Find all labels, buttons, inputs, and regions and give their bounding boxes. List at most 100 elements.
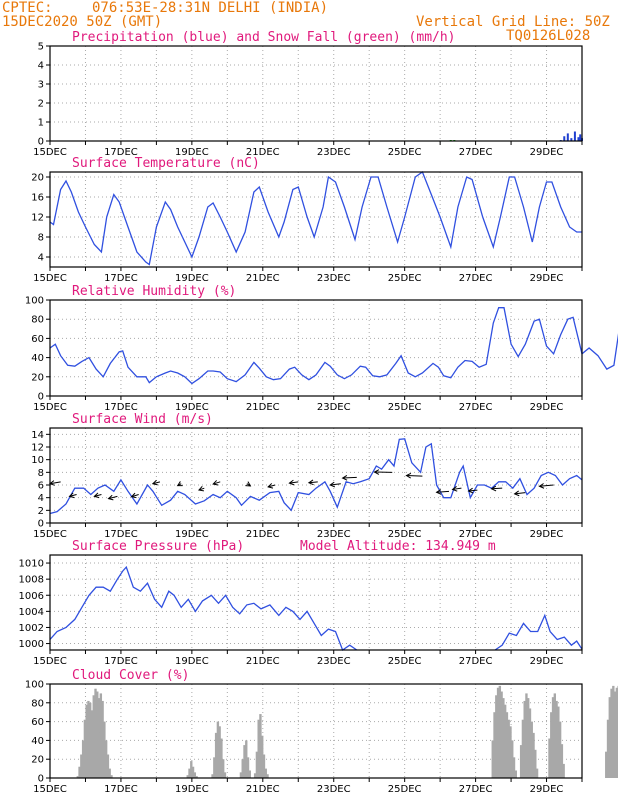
cloud-bar — [558, 721, 562, 778]
wind-arrow-head — [267, 483, 274, 489]
wind-arrow — [405, 472, 423, 479]
x-tick-label: 17DEC — [104, 784, 138, 795]
cloud-bar — [96, 716, 99, 778]
cloud-bar — [245, 740, 248, 778]
cloud-bar — [500, 691, 503, 778]
cloud-bar — [493, 712, 496, 778]
header-code: TQ0126L028 — [506, 28, 591, 44]
cloud-bar — [491, 740, 494, 778]
x-tick-label: 19DEC — [175, 656, 209, 667]
wind-arrow-head — [245, 481, 252, 487]
y-tick-label: 1004 — [19, 607, 44, 618]
x-tick-label: 29DEC — [530, 656, 564, 667]
precip-bar — [563, 136, 566, 141]
wind-arrow-shaft — [212, 481, 221, 485]
wind-arrow-head — [405, 472, 412, 479]
cloud-bar — [612, 685, 615, 778]
panel-frame — [49, 683, 583, 779]
cloud-bar — [195, 776, 198, 778]
wind-arrow-shaft — [49, 481, 61, 485]
cloud-bar — [99, 749, 103, 778]
series-line — [49, 438, 583, 515]
x-tick-label: 15DEC — [33, 656, 67, 667]
wind-arrow-shaft — [452, 487, 462, 490]
y-tick-label: 5 — [38, 42, 44, 53]
x-tick-label: 27DEC — [459, 273, 493, 284]
wind-arrow — [329, 481, 341, 488]
wind-arrow — [288, 479, 299, 486]
x-tick-label: 15DEC — [33, 529, 67, 540]
wind-arrow — [373, 469, 393, 475]
panel-title: Cloud Cover (%) — [72, 668, 189, 683]
cloud-bar — [216, 721, 220, 778]
x-tick-label: 25DEC — [388, 529, 422, 540]
wind-arrow-head — [435, 489, 442, 495]
x-tick-label: 23DEC — [317, 656, 351, 667]
series-line — [49, 307, 618, 385]
panel-title: Surface Temperature (nC) — [72, 156, 260, 171]
x-tick-label: 25DEC — [388, 147, 422, 158]
y-tick-label: 1 — [38, 118, 44, 129]
cloud-bar — [85, 704, 88, 778]
cloud-bar — [512, 757, 516, 778]
x-tick-label: 23DEC — [317, 529, 351, 540]
cloud-bar — [525, 693, 528, 778]
cloud-bar — [218, 726, 221, 778]
wind-arrow — [245, 481, 252, 487]
x-tick-label: 17DEC — [104, 529, 138, 540]
cloud-bar — [243, 745, 246, 778]
y-tick-label: 1002 — [19, 623, 44, 634]
series-line — [49, 565, 358, 651]
y-tick-label: 14 — [31, 430, 44, 441]
x-tick-label: 17DEC — [104, 273, 138, 284]
cloud-bar — [239, 772, 243, 778]
panel-frame — [49, 45, 583, 142]
cloud-bar — [110, 775, 113, 778]
wind-arrow-shaft — [514, 492, 526, 495]
cloud-bar — [104, 740, 108, 778]
wind-arrow-shaft — [108, 495, 118, 500]
x-tick-label: 21DEC — [246, 147, 280, 158]
x-tick-label: 25DEC — [388, 784, 422, 795]
wind-arrow-head — [107, 494, 114, 501]
cloud-bar — [186, 775, 189, 778]
cloud-bar — [503, 704, 507, 778]
cloud-bar — [90, 719, 94, 778]
wind-arrow-shaft — [342, 476, 357, 479]
panel-2: 4 8 12 16 20 15DEC 17DEC 19DEC 21DEC 23DEC 25DEC 27… — [31, 156, 583, 284]
cloud-bar — [608, 697, 611, 778]
cloud-bar — [527, 698, 530, 778]
y-tick-label: 3 — [38, 80, 44, 91]
wind-arrow-head — [329, 481, 336, 488]
y-tick-label: 60 — [31, 717, 44, 728]
cloud-bar — [498, 685, 502, 778]
precip-bar — [579, 134, 582, 141]
cloud-bar — [87, 700, 90, 778]
cloud-bar — [266, 774, 269, 778]
x-tick-label: 23DEC — [317, 147, 351, 158]
x-tick-label: 15DEC — [33, 147, 67, 158]
y-tick-label: 1008 — [19, 575, 44, 586]
y-tick-label: 2 — [38, 506, 44, 517]
header-grid-note: Vertical Grid Line: 50Z — [416, 14, 610, 30]
y-tick-label: 80 — [31, 315, 44, 326]
wind-arrow — [197, 486, 205, 492]
y-tick-label: 100 — [25, 296, 44, 307]
cloud-bar — [502, 698, 505, 778]
cloud-bar — [550, 712, 553, 778]
x-tick-label: 21DEC — [246, 273, 280, 284]
cloud-bar — [191, 766, 195, 778]
wind-arrow — [435, 489, 450, 495]
panel-3: 0 20 40 60 80 100 15DEC 17DEC 19DEC 21DEC 23DEC 25D… — [25, 284, 618, 413]
panel-frame — [49, 171, 583, 268]
wind-arrow-shaft — [267, 484, 276, 488]
x-tick-label: 27DEC — [459, 656, 493, 667]
wind-arrow-shaft — [330, 483, 341, 486]
cloud-bar — [78, 766, 81, 778]
y-tick-label: 40 — [31, 736, 44, 747]
wind-arrow-shaft — [406, 475, 423, 477]
panel-frame — [49, 554, 583, 651]
wind-arrow — [68, 492, 77, 499]
panel-title: Surface Wind (m/s) — [72, 412, 213, 427]
x-tick-label: 15DEC — [33, 784, 67, 795]
